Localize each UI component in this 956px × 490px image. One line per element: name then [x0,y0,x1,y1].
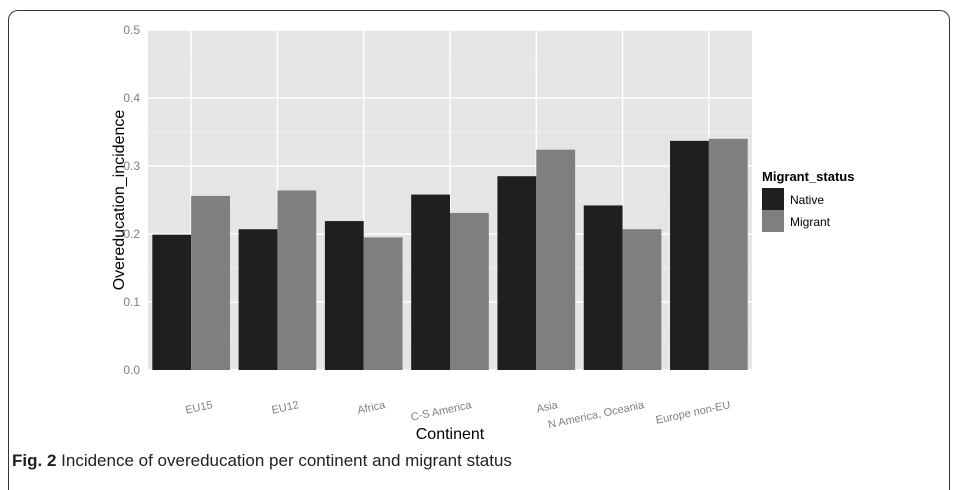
x-tick-label: EU15 [184,399,213,416]
bar-migrant-6 [622,229,662,370]
bar-migrant-3 [363,237,403,370]
bar-chart: 0.0 0.1 0.2 0.3 0.4 0.5 EU15 EU12 Africa C-S Ame… [111,23,854,443]
bar-native-6 [583,205,623,370]
x-tick-label: Africa [356,399,387,417]
legend-swatch-native [762,188,784,210]
legend-title: Migrant_status [762,169,854,184]
bar-migrant-2 [277,190,317,370]
y-tick-label: 0.1 [123,295,140,309]
bar-native-7 [670,140,709,370]
bar-migrant-1 [191,195,230,370]
y-tick-label: 0.5 [123,23,140,37]
caption-label: Fig. 2 [12,451,57,470]
bar-migrant-4 [450,212,489,370]
legend-swatch-migrant [762,210,784,232]
bars-group [152,138,748,370]
bar-migrant-7 [708,138,748,370]
x-tick-label: Europe non-EU [655,399,732,427]
y-tick-label: 0.4 [123,91,140,105]
y-axis-label: Overeducation_incidence [111,110,128,291]
legend-label-migrant: Migrant [790,215,831,229]
figure-frame [8,10,950,490]
bar-native-4 [411,194,450,370]
legend: Migrant_status Native Migrant [762,169,854,232]
caption-text: Incidence of overeducation per continent… [61,451,512,470]
figure-caption: Fig. 2 Incidence of overeducation per co… [12,451,512,471]
bar-native-5 [497,176,537,370]
legend-label-native: Native [790,193,824,207]
x-tick-label: EU12 [271,399,300,416]
x-tick-label: N America, Oceania [547,399,646,431]
y-tick-label: 0.0 [123,363,140,377]
bar-migrant-5 [536,149,576,370]
x-tick-label: Asia [535,399,559,415]
bar-native-1 [152,234,192,370]
bar-native-3 [324,221,364,370]
y-tick-label: 0.3 [123,159,140,173]
x-tick-label: C-S America [410,399,474,424]
y-tick-labels: 0.0 0.1 0.2 0.3 0.4 0.5 [123,23,140,377]
x-axis-label: Continent [416,426,485,443]
y-tick-label: 0.2 [123,227,140,241]
bar-native-2 [238,229,278,370]
